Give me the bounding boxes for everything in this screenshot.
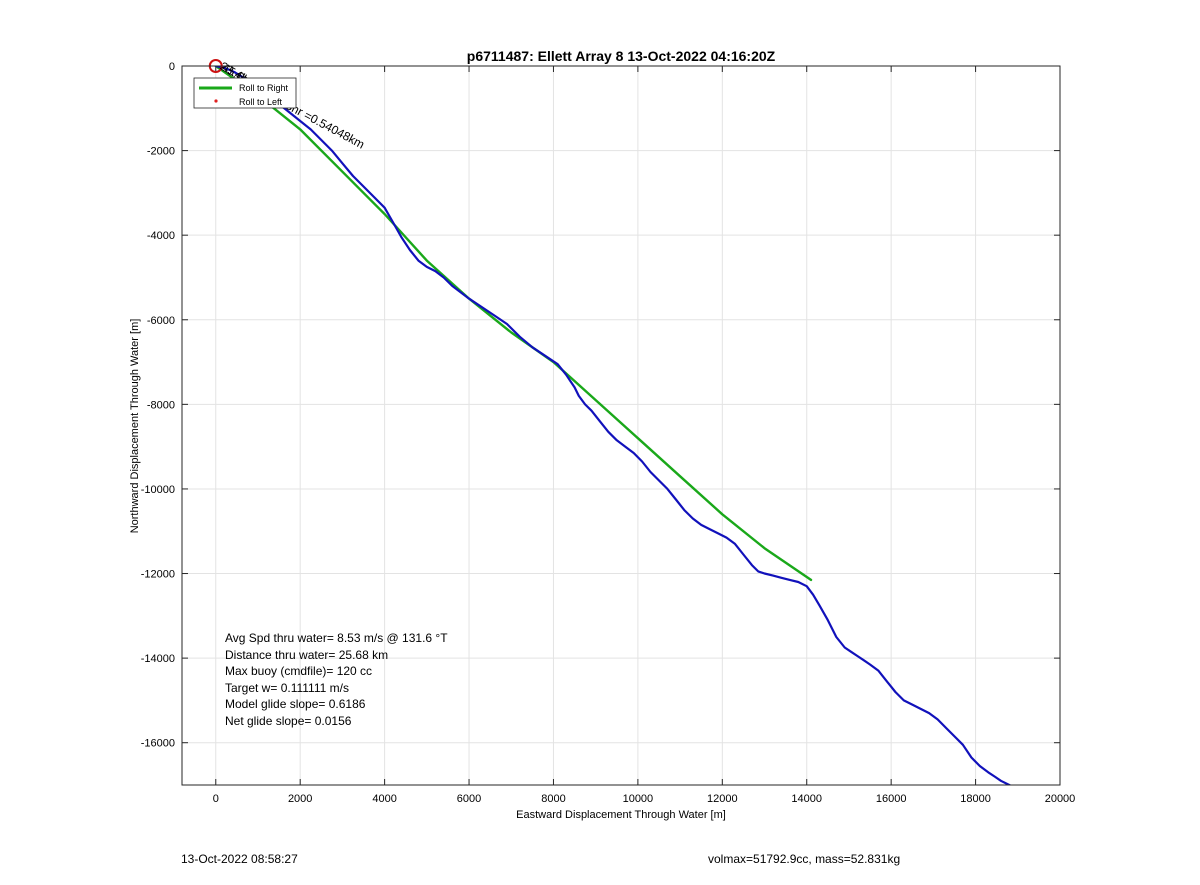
stat-model-glide: Model glide slope= 0.6186 [225,697,366,711]
plot-frame [181,65,1061,786]
x-tick-label: 0 [213,793,219,805]
series-layer [214,66,1012,785]
y-tick-label: -10000 [141,484,175,496]
x-tick-label: 14000 [791,793,822,805]
footer-timestamp: 13-Oct-2022 08:58:27 [181,852,298,866]
legend-label-roll-left: Roll to Left [239,97,283,107]
y-axis-label: Northward Displacement Through Water [m] [129,319,141,534]
x-tick-label: 4000 [372,793,396,805]
y-tick-label: -4000 [147,230,175,242]
stats-block: Avg Spd thru water= 8.53 m/s @ 131.6 °T … [225,631,448,728]
legend-box [193,77,297,109]
legend: Roll to Right Roll to Left [193,77,297,109]
x-tick-label: 10000 [623,793,654,805]
x-tick-label: 16000 [876,793,907,805]
series-line-fit [214,66,813,582]
x-axis-label: Eastward Displacement Through Water [m] [516,809,726,821]
stat-max-buoy: Max buoy (cmdfile)= 120 cc [225,664,372,678]
stat-net-glide: Net glide slope= 0.0156 [225,714,352,728]
y-tick-label: -2000 [147,146,175,158]
y-tick-label: -6000 [147,315,175,327]
stat-distance: Distance thru water= 25.68 km [225,648,388,662]
footer-summary: volmax=51792.9cc, mass=52.831kg [708,852,901,866]
series-line-track [214,66,1012,785]
chart-title: p6711487: Ellett Array 8 13-Oct-2022 04:… [467,48,776,64]
x-tick-label: 8000 [541,793,565,805]
legend-label-roll-right: Roll to Right [239,83,289,93]
legend-swatch-roll-left [214,99,218,103]
stat-avg-speed: Avg Spd thru water= 8.53 m/s @ 131.6 °T [225,631,448,645]
x-tick-label: 12000 [707,793,738,805]
y-tick-label: -14000 [141,653,175,665]
x-tick-label: 2000 [288,793,312,805]
x-tick-label: 6000 [457,793,481,805]
y-tick-label: -8000 [147,399,175,411]
y-tick-label: -16000 [141,738,175,750]
y-tick-label: -12000 [141,569,175,581]
x-tick-label: 20000 [1045,793,1076,805]
stat-target-w: Target w= 0.111111 m/s [225,681,349,695]
y-tick-label: 0 [169,61,175,73]
x-tick-label: 18000 [960,793,991,805]
axis-ticks: 0 2000 4000 6000 8000 10000 12000 14000 16000 180… [141,61,1076,805]
